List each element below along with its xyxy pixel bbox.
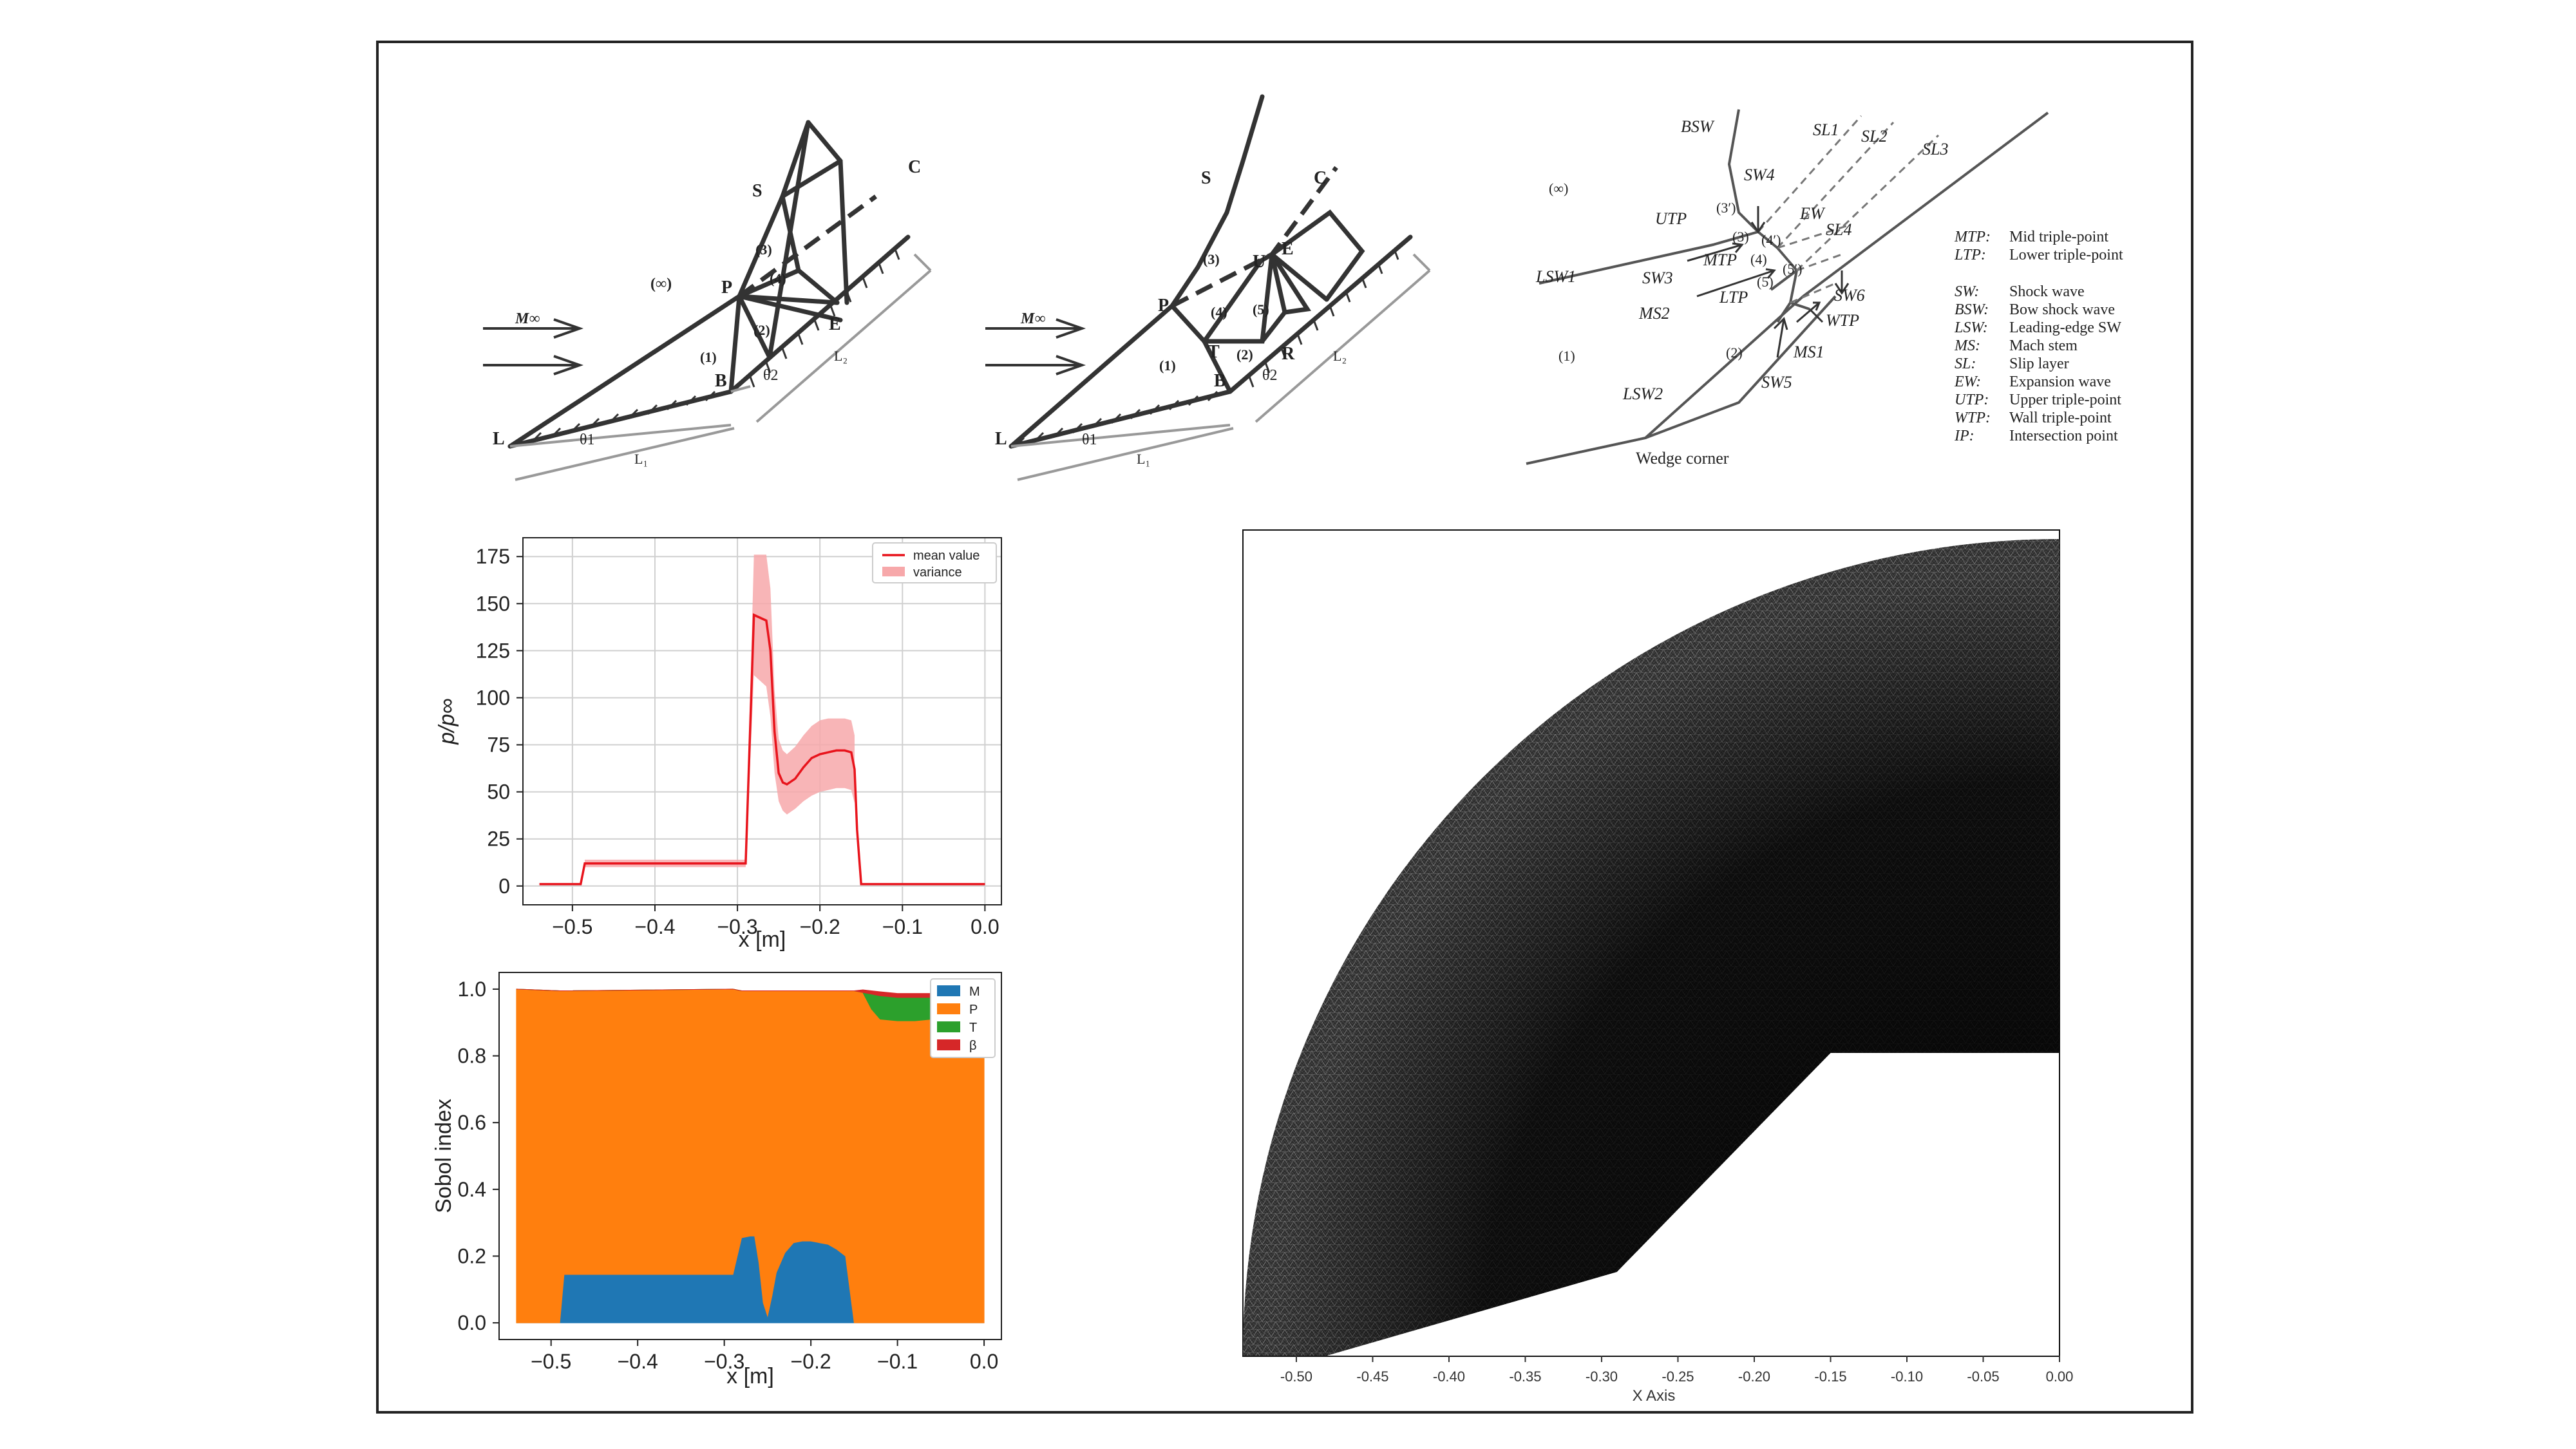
- legend-label: β: [969, 1039, 977, 1053]
- x-tick-label: 0.0: [971, 915, 999, 938]
- x-tick-label: -0.30: [1586, 1368, 1618, 1385]
- mesh-x-axis: -0.50 -0.45 -0.40 -0.35 -0.30 -0.25 -0.20 -0.15…: [1280, 1356, 2074, 1385]
- legend-label: M: [969, 985, 980, 999]
- legend-swatch: [937, 1021, 960, 1032]
- pressure-legend: mean value variance: [872, 542, 997, 583]
- legend-label: T: [969, 1021, 977, 1035]
- x-tick-label: −0.5: [531, 1350, 571, 1373]
- legend-label: P: [969, 1003, 978, 1017]
- x-tick-label: -0.15: [1814, 1368, 1846, 1385]
- y-tick-label: 100: [476, 686, 510, 709]
- x-tick-label: 0.00: [2046, 1368, 2074, 1385]
- x-tick-label: −0.2: [791, 1350, 831, 1373]
- x-tick-label: −0.3: [704, 1350, 744, 1373]
- legend-mean: mean value: [913, 549, 980, 563]
- y-tick-label: 25: [487, 828, 510, 851]
- x-tick-label: −0.2: [800, 915, 840, 938]
- legend-variance: variance: [913, 565, 962, 580]
- x-axis-label: x [m]: [739, 927, 786, 952]
- y-tick-label: 0: [498, 875, 510, 898]
- mesh-x-label: X Axis: [1633, 1387, 1676, 1405]
- y-tick-label: 1.0: [458, 978, 486, 1001]
- y-tick-label: 0.4: [458, 1178, 486, 1201]
- y-tick-label: 150: [476, 592, 510, 615]
- y-tick-label: 50: [487, 781, 510, 804]
- y-tick-label: 0.6: [458, 1111, 486, 1134]
- x-tick-label: −0.5: [552, 915, 592, 938]
- x-tick-label: −0.3: [717, 915, 757, 938]
- y-tick-label: 0.2: [458, 1244, 486, 1267]
- x-tick-label: 0.0: [970, 1350, 998, 1373]
- x-tick-label: -0.05: [1967, 1368, 1999, 1385]
- y-tick-label: 175: [476, 545, 510, 568]
- x-tick-label: -0.20: [1738, 1368, 1770, 1385]
- y-axis-label: p/p∞: [435, 698, 459, 745]
- legend-swatch-variance: [882, 567, 905, 576]
- y-axis-label: Sobol index: [431, 1099, 456, 1213]
- y-tick-label: 75: [487, 734, 510, 757]
- mean-line: [539, 613, 985, 886]
- x-axis-label: x [m]: [726, 1364, 774, 1388]
- x-tick-label: -0.50: [1280, 1368, 1312, 1385]
- x-tick-label: −0.4: [618, 1350, 658, 1373]
- x-tick-label: −0.1: [882, 915, 923, 938]
- variance-band: [585, 554, 855, 867]
- y-tick-label: 125: [476, 639, 510, 662]
- legend-swatch: [937, 1039, 960, 1050]
- x-tick-label: -0.10: [1891, 1368, 1923, 1385]
- y-tick-label: 0.8: [458, 1045, 486, 1068]
- legend-swatch: [937, 985, 960, 996]
- x-tick-label: -0.25: [1662, 1368, 1694, 1385]
- legend-swatch: [937, 1003, 960, 1014]
- x-tick-label: −0.1: [877, 1350, 918, 1373]
- x-tick-label: -0.35: [1509, 1368, 1541, 1385]
- x-tick-label: -0.40: [1433, 1368, 1465, 1385]
- y-tick-label: 0.0: [458, 1311, 486, 1334]
- figure-frame: [376, 41, 2193, 1414]
- x-tick-label: -0.45: [1356, 1368, 1388, 1385]
- x-tick-label: −0.4: [634, 915, 675, 938]
